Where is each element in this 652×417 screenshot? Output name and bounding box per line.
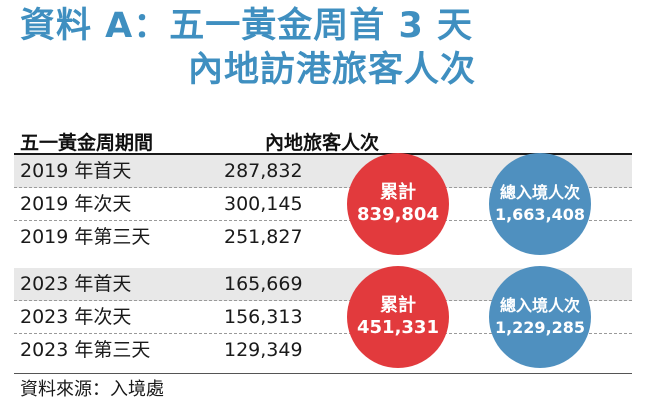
overall-value: 1,663,408	[494, 205, 586, 224]
row-label: 2023 年次天	[20, 306, 132, 328]
row-label: 2023 年第三天	[20, 339, 151, 361]
total-label: 累計	[380, 182, 416, 203]
table-row: 2019 年第三天 251,827	[14, 221, 632, 253]
overall-2023-badge: 總入境人次 1,229,285	[489, 266, 591, 368]
table-row: 2023 年次天 156,313	[14, 301, 632, 334]
total-label: 累計	[380, 295, 416, 316]
overall-value: 1,229,285	[494, 318, 586, 337]
row-label: 2019 年次天	[20, 193, 132, 215]
table-top-rule	[14, 153, 632, 155]
row-value: 156,313	[224, 306, 303, 328]
total-2023-badge: 累計 451,331	[347, 266, 449, 368]
total-value: 451,331	[357, 317, 439, 338]
row-value: 165,669	[224, 273, 303, 295]
data-source: 資料來源：入境處	[20, 379, 164, 400]
row-label: 2019 年首天	[20, 160, 132, 182]
page-title: 資料 A：五一黃金周首 3 天 內地訪港旅客人次	[20, 4, 476, 92]
title-line-1: 資料 A：五一黃金周首 3 天	[20, 6, 473, 46]
row-value: 300,145	[224, 193, 303, 215]
row-label: 2019 年第三天	[20, 226, 151, 248]
row-value: 251,827	[224, 226, 303, 248]
total-value: 839,804	[357, 204, 439, 225]
table-row: 2019 年次天 300,145	[14, 188, 632, 221]
row-label: 2023 年首天	[20, 273, 132, 295]
total-2019-badge: 累計 839,804	[347, 153, 449, 255]
column-header-period: 五一黃金周期間	[20, 132, 154, 154]
table-row: 2023 年第三天 129,349	[14, 334, 632, 366]
table-bottom-rule	[14, 373, 632, 374]
overall-label: 總入境人次	[499, 296, 580, 315]
title-line-2: 內地訪港旅客人次	[188, 50, 477, 90]
row-value: 287,832	[224, 160, 303, 182]
row-value: 129,349	[224, 339, 303, 361]
column-header-visitors: 內地旅客人次	[265, 132, 380, 154]
overall-2019-badge: 總入境人次 1,663,408	[489, 153, 591, 255]
overall-label: 總入境人次	[499, 183, 580, 202]
